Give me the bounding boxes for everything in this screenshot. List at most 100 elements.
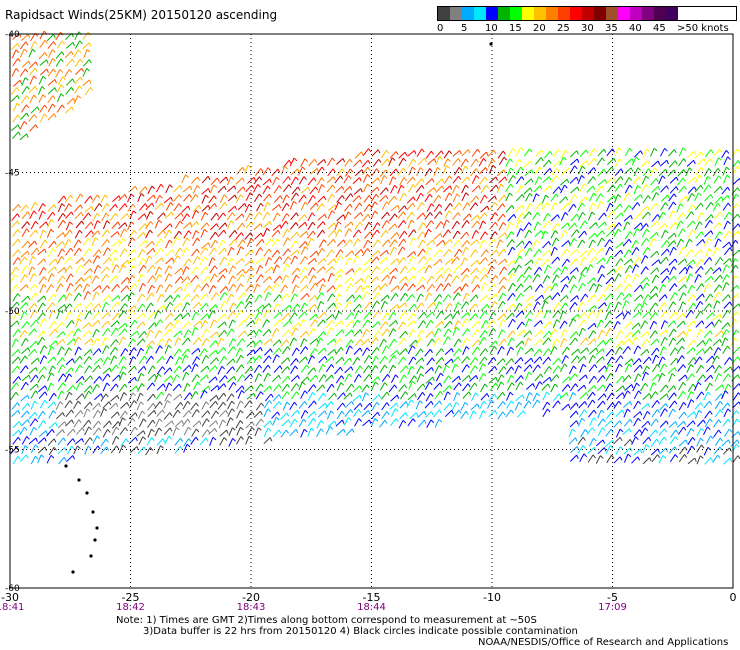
wind-barb: [659, 148, 666, 157]
wind-barb: [109, 402, 117, 410]
wind-barb-flag: [511, 246, 516, 251]
wind-barb: [505, 192, 511, 202]
wind-barb: [308, 158, 315, 167]
wind-barb: [354, 418, 360, 427]
wind-barb-flag: [88, 419, 92, 424]
wind-barb-flag: [680, 238, 685, 243]
wind-barb: [10, 274, 15, 283]
wind-barb-flag: [502, 392, 506, 396]
wind-barb-flag: [251, 385, 254, 390]
wind-barb: [164, 345, 169, 354]
wind-barb-flag: [79, 229, 83, 234]
wind-barb-flag: [736, 311, 740, 316]
wind-barb: [688, 176, 696, 184]
wind-barb-flag: [635, 156, 640, 161]
wind-barb-flag: [611, 277, 615, 282]
wind-barb-flag: [386, 220, 390, 224]
wind-barb-flag: [33, 273, 37, 277]
wind-barb-flag: [18, 429, 21, 434]
wind-barb: [147, 185, 153, 195]
wind-barb: [236, 426, 241, 436]
wind-barb: [651, 214, 658, 222]
wind-barb: [91, 230, 99, 238]
wind-barb-flag: [158, 373, 162, 378]
wind-barb-flag: [214, 428, 218, 433]
wind-barb-flag: [168, 382, 173, 386]
wind-barb: [317, 319, 324, 327]
wind-barb: [560, 150, 567, 159]
wind-barb: [281, 366, 288, 374]
wind-barb-flag: [581, 417, 586, 422]
wind-barb-flag: [386, 391, 390, 396]
wind-barb: [47, 95, 54, 104]
wind-barb-flag: [583, 384, 587, 390]
wind-barb-flag: [593, 148, 597, 153]
wind-barb-flag: [475, 158, 479, 163]
wind-barb-flag: [377, 412, 381, 417]
wind-barb-flag: [151, 185, 156, 190]
wind-barb-flag: [233, 346, 237, 350]
wind-barb-flag: [359, 365, 363, 370]
wind-barb: [209, 273, 215, 283]
wind-barb: [569, 331, 577, 339]
wind-barb-flag: [494, 202, 498, 206]
wind-barb: [462, 391, 470, 399]
wind-barb-flag: [625, 300, 630, 304]
wind-barb: [406, 211, 413, 220]
wind-barb: [453, 248, 460, 258]
wind-barb-flag: [599, 309, 604, 313]
wind-barb-flag: [276, 328, 280, 332]
wind-barb-flag: [17, 410, 21, 415]
wind-barb-flag: [394, 239, 398, 244]
wind-barb-flag: [17, 293, 21, 297]
color-swatch: [558, 7, 570, 20]
wind-barb: [478, 373, 484, 382]
wind-barb: [443, 248, 450, 257]
wind-barb: [471, 392, 477, 402]
wind-barb: [523, 160, 531, 168]
wind-barb: [714, 365, 720, 374]
wind-barb: [174, 276, 182, 284]
wind-barb: [245, 192, 251, 201]
wind-barb-flag: [644, 255, 649, 259]
wind-barb-flag: [423, 266, 427, 271]
wind-barb-flag: [502, 203, 506, 208]
wind-barb: [578, 409, 585, 418]
wind-barb: [173, 348, 180, 357]
wind-barb-flag: [376, 401, 380, 406]
wind-barb: [462, 293, 467, 302]
wind-barb-flag: [148, 255, 153, 259]
wind-barb: [415, 357, 423, 365]
wind-barb-flag: [465, 274, 469, 278]
wind-barb: [66, 78, 73, 86]
wind-barb: [390, 204, 399, 212]
wind-barb: [623, 249, 630, 258]
wind-barb-flag: [348, 301, 353, 306]
wind-barb: [542, 330, 550, 339]
wind-barb: [488, 311, 494, 321]
wind-barb-flag: [437, 167, 441, 171]
wind-barb-flag: [225, 410, 229, 415]
wind-barb: [102, 257, 110, 265]
wind-barb: [110, 355, 115, 365]
wind-barb-flag: [413, 229, 417, 234]
wind-barb-flag: [278, 204, 282, 209]
wind-barb-flag: [178, 194, 182, 199]
wind-barb-flag: [53, 240, 57, 245]
wind-barb-flag: [726, 274, 730, 278]
wind-barb-flag: [244, 330, 248, 335]
wind-barb: [498, 319, 503, 328]
wind-barb: [299, 256, 306, 265]
wind-barb: [433, 409, 440, 418]
wind-barb-flag: [466, 240, 470, 245]
wind-barb-flag: [351, 329, 354, 334]
wind-barb-flag: [42, 420, 47, 425]
wind-barb-flag: [312, 195, 316, 199]
wind-barb-flag: [693, 186, 697, 191]
wind-barb: [705, 355, 713, 364]
wind-barb: [577, 175, 582, 184]
wind-barb: [57, 364, 63, 374]
wind-barb: [732, 383, 740, 391]
wind-barb: [137, 383, 143, 392]
wind-barb: [694, 410, 700, 419]
